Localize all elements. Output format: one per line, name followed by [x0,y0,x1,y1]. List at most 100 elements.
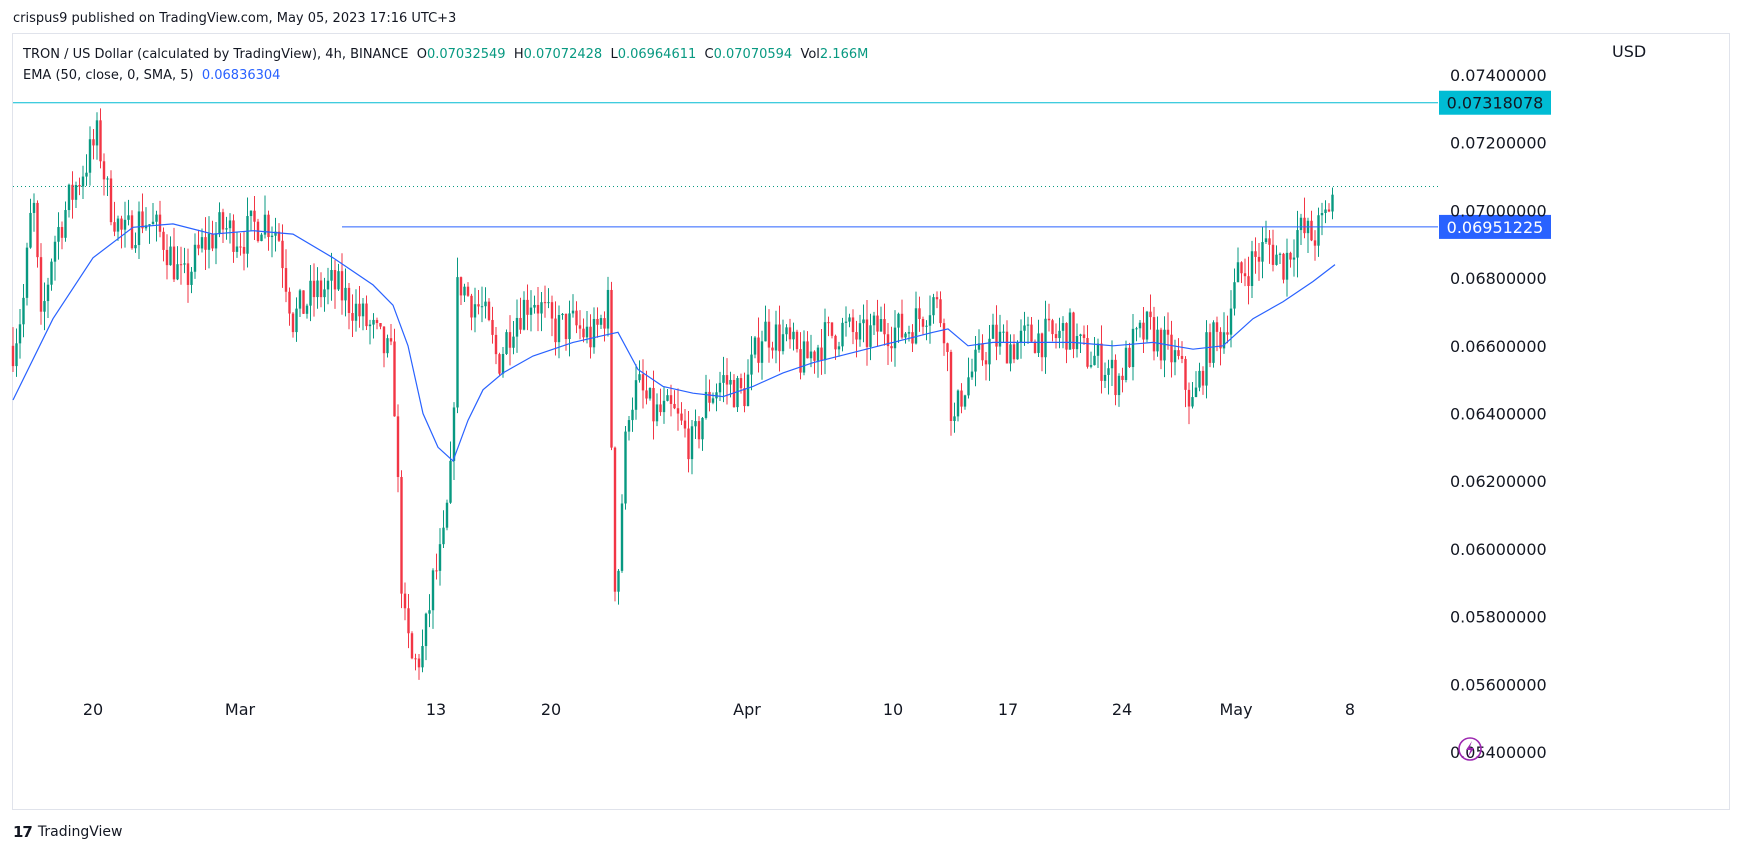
candle [851,309,855,345]
candle [134,232,137,253]
candle [330,252,333,301]
candle [291,311,295,338]
candle-body [1058,330,1061,339]
candle-body [984,360,988,365]
price-label-text: 0.07318078 [1447,94,1544,113]
candle-body [1219,331,1222,349]
candle-body [610,289,613,448]
candle-body [627,420,631,432]
candle [508,315,512,366]
candle-body [802,341,806,373]
candle [302,290,305,314]
candle [1096,338,1100,369]
candle [795,329,799,353]
candle [57,212,60,260]
legend-ema-label[interactable]: EMA (50, close, 0, SMA, 5) [23,68,194,83]
candle [442,510,445,549]
candle [470,293,473,331]
candle-body [1068,312,1072,350]
candle-body [1177,350,1180,356]
candle-body [998,331,1002,347]
candle-body [463,286,466,296]
candle-body [29,212,32,248]
candle [1110,340,1114,387]
candle-body [1124,347,1128,380]
candle-body [302,290,305,314]
candle-body [1002,331,1005,333]
candle [638,360,641,383]
candle [1236,247,1240,283]
candle-body [1047,318,1051,321]
candle [1047,303,1051,332]
candle-body [1282,253,1285,280]
candle-body [1114,359,1117,396]
candle [319,272,323,308]
candle [106,176,109,197]
candle-body [249,210,253,217]
candle [533,295,536,314]
candle-body [645,390,648,399]
candle-body [99,120,102,162]
candle-body [918,308,921,320]
candle [466,282,470,297]
candle-body [655,404,659,422]
candle-body [60,227,64,238]
candle [88,126,92,186]
candle [652,370,655,440]
candle [1292,239,1296,277]
candle-body [190,271,193,285]
candle [883,303,886,346]
candle [746,359,750,407]
candle [410,631,414,660]
candle [312,263,316,317]
candle-body [459,277,463,296]
candle [1177,338,1180,360]
candle [1212,320,1215,368]
candle [67,183,71,218]
footer-brand[interactable]: 17 TradingView [13,823,122,841]
candle [218,202,221,238]
candle-body [1026,324,1030,326]
candle-body [1191,397,1194,407]
candle-body [519,317,522,330]
candle-body [1149,311,1152,318]
candle [645,370,648,405]
candle-body [372,319,375,325]
candle-body [508,332,512,348]
candle-body [1128,347,1131,368]
candle-body [834,335,837,350]
x-tick-label: Apr [733,700,761,719]
candle-body [284,268,288,292]
candle [39,243,43,325]
candle [1149,294,1152,330]
candle [32,193,36,232]
candle-body [592,318,596,348]
legend-vol: 2.166M [819,47,869,62]
candle-body [242,246,246,254]
y-tick-label: 0.07400000 [1450,66,1547,85]
candle-body [473,304,477,318]
candle-body [564,313,568,340]
candle-body [540,302,543,314]
candle-body [575,310,578,326]
candle-body [1079,334,1082,337]
candle [123,201,127,248]
candle-body [102,161,106,180]
candle [1201,366,1205,395]
candle-body [1313,240,1317,246]
candle-body [617,570,620,592]
x-tick-label: 20 [83,700,103,719]
candle-body [134,245,137,249]
candle [1299,213,1303,245]
candle [452,402,456,480]
candle-body [470,295,473,318]
candle-body [1033,341,1037,353]
legend-symbol[interactable]: TRON / US Dollar (calculated by TradingV… [23,47,409,62]
candle [865,299,869,366]
candle [925,320,928,341]
candle-body [676,408,680,414]
candle [641,359,645,409]
lightning-icon[interactable] [1458,737,1482,761]
candle [333,260,337,309]
